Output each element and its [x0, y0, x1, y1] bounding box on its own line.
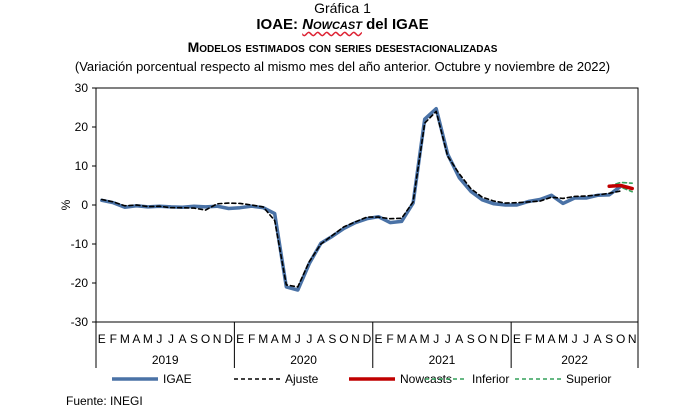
- month-tick-label: M: [258, 332, 268, 346]
- month-tick-label: A: [132, 332, 140, 346]
- month-tick-label: S: [467, 332, 475, 346]
- month-tick-label: S: [190, 332, 198, 346]
- month-tick-label: F: [525, 332, 532, 346]
- month-tick-label: M: [143, 332, 153, 346]
- y-tick-label: -10: [71, 237, 89, 251]
- month-tick-label: S: [328, 332, 336, 346]
- month-tick-label: F: [386, 332, 393, 346]
- month-tick-label: M: [558, 332, 568, 346]
- month-tick-label: J: [445, 332, 451, 346]
- month-tick-label: N: [628, 332, 637, 346]
- y-tick-label: 10: [75, 159, 89, 173]
- series-lines: [100, 106, 634, 292]
- month-tick-label: E: [375, 332, 383, 346]
- month-tick-label: J: [433, 332, 439, 346]
- month-tick-label: J: [306, 332, 312, 346]
- chart-note: (Variación porcentual respecto al mismo …: [74, 59, 611, 74]
- month-tick-label: M: [281, 332, 291, 346]
- month-tick-label: J: [572, 332, 578, 346]
- y-tick-label: -20: [71, 276, 89, 290]
- chart-subtitle: Modelos estimados con series desestacion…: [187, 39, 498, 55]
- plot-area: [95, 87, 639, 323]
- y-axis-label: %: [59, 199, 73, 210]
- month-tick-label: S: [605, 332, 613, 346]
- month-tick-label: E: [513, 332, 521, 346]
- month-tick-label: N: [213, 332, 222, 346]
- month-tick-label: A: [455, 332, 463, 346]
- month-tick-label: O: [478, 332, 487, 346]
- chart-number: Gráfica 1: [314, 0, 371, 16]
- month-tick-label: J: [295, 332, 301, 346]
- y-tick-label: 30: [75, 81, 89, 95]
- heading-suffix: del IGAE: [361, 16, 429, 33]
- month-tick-label: J: [168, 332, 174, 346]
- month-tick-label: A: [178, 332, 186, 346]
- month-tick-label: M: [120, 332, 130, 346]
- month-tick-label: D: [501, 332, 510, 346]
- y-tick-label: 20: [75, 120, 89, 134]
- month-tick-label: N: [490, 332, 499, 346]
- y-tick-label: -30: [71, 315, 89, 329]
- month-tick-label: F: [110, 332, 117, 346]
- series-line-nowcasts: [607, 183, 634, 191]
- month-tick-label: D: [363, 332, 372, 346]
- month-tick-label: D: [224, 332, 233, 346]
- heading-prefix: IOAE:: [256, 16, 303, 33]
- month-tick-label: M: [420, 332, 430, 346]
- heading-italic: Nowcast: [302, 16, 362, 33]
- month-tick-label: A: [594, 332, 602, 346]
- year-tick-label: 2020: [290, 353, 317, 367]
- year-tick-label: 2022: [561, 353, 588, 367]
- month-tick-label: A: [271, 332, 279, 346]
- month-tick-label: A: [317, 332, 325, 346]
- legend-label-superior: Superior: [566, 372, 611, 386]
- legend-label-igae: IGAE: [163, 372, 192, 386]
- month-tick-label: N: [351, 332, 360, 346]
- month-tick-label: J: [156, 332, 162, 346]
- series-line-igae: [100, 106, 623, 292]
- series-line-ajuste: [101, 110, 622, 288]
- y-tick-label: 0: [81, 198, 88, 212]
- month-tick-label: O: [339, 332, 348, 346]
- month-tick-label: O: [616, 332, 625, 346]
- source-note: Fuente: INEGI: [66, 394, 143, 408]
- month-tick-label: A: [548, 332, 556, 346]
- chart-heading: IOAE: Nowcast del IGAE: [0, 16, 685, 33]
- legend: IGAE Ajuste Nowcasts Inferior Superior: [112, 372, 611, 386]
- month-tick-label: E: [236, 332, 244, 346]
- year-tick-label: 2019: [152, 353, 179, 367]
- legend-label-inferior: Inferior: [472, 372, 509, 386]
- month-tick-label: M: [397, 332, 407, 346]
- month-tick-label: M: [535, 332, 545, 346]
- year-tick-label: 2021: [429, 353, 456, 367]
- month-tick-label: F: [248, 332, 255, 346]
- month-tick-label: E: [98, 332, 106, 346]
- y-axis: -30 -20 -10 0 10 20 30: [71, 81, 96, 329]
- legend-label-ajuste: Ajuste: [285, 372, 319, 386]
- month-tick-label: A: [409, 332, 417, 346]
- month-tick-label: O: [201, 332, 210, 346]
- month-tick-label: J: [583, 332, 589, 346]
